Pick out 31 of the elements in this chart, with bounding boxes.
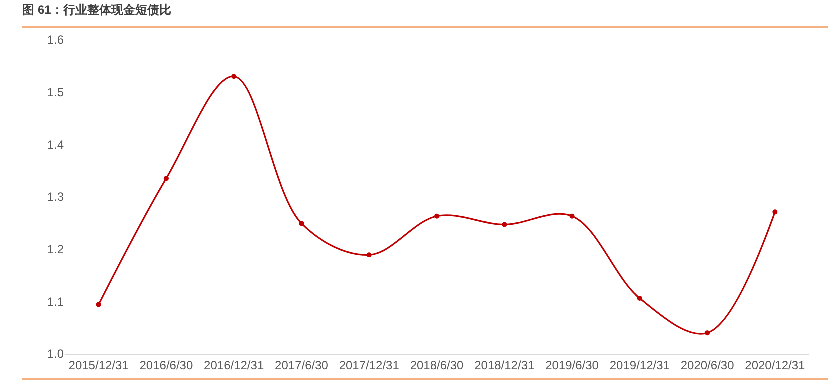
point <box>637 296 642 302</box>
x-tick-label: 2018/12/31 <box>474 358 535 372</box>
x-tick-label: 2015/12/31 <box>68 358 130 372</box>
point <box>366 252 372 258</box>
chart-title: 图 61：行业整体现金短债比 <box>22 3 172 18</box>
point <box>705 330 710 336</box>
point <box>96 302 102 308</box>
x-tick-label: 2019/12/31 <box>610 358 670 372</box>
x-tick-label: 2020/6/30 <box>680 358 735 372</box>
x-tick-label: 2018/6/30 <box>410 358 464 372</box>
x-tick-label: 2017/6/30 <box>275 358 329 372</box>
x-tick-label: 2016/6/30 <box>140 358 194 372</box>
x-tick-label: 2019/6/30 <box>546 358 600 372</box>
point <box>164 176 169 182</box>
y-tick-label: 1.6 <box>47 33 64 48</box>
point <box>772 210 778 215</box>
x-tick-label: 2017/12/31 <box>339 358 400 372</box>
y-tick-label: 1.2 <box>47 242 64 257</box>
point <box>570 214 575 219</box>
y-tick-label: 1.5 <box>47 86 64 100</box>
point <box>299 221 304 226</box>
x-tick-label: 2020/12/31 <box>745 358 806 372</box>
line-series <box>96 74 778 336</box>
y-tick-label: 1.4 <box>47 138 64 152</box>
point <box>434 214 440 219</box>
y-tick-label: 1.3 <box>47 190 64 204</box>
y-tick-label: 1.1 <box>47 294 64 309</box>
point <box>232 74 237 80</box>
y-tick-label: 1.0 <box>47 347 64 362</box>
point <box>502 222 508 228</box>
x-tick-label: 2016/12/31 <box>204 358 264 372</box>
